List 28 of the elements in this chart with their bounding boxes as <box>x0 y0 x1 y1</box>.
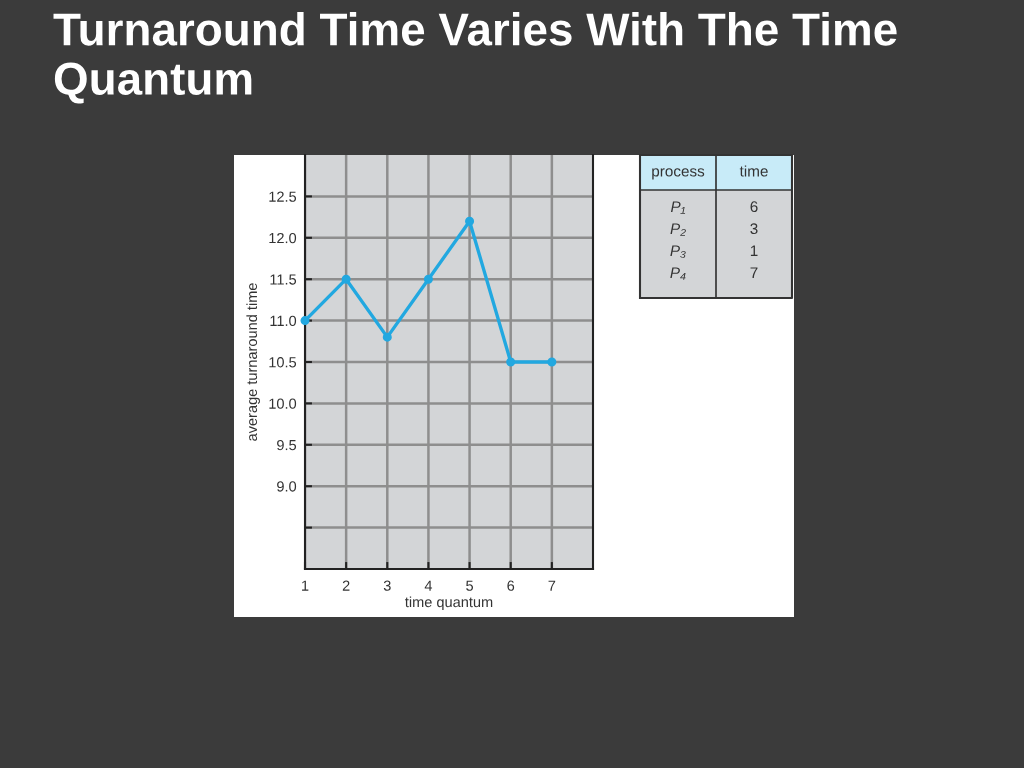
x-tick-label: 1 <box>302 580 309 591</box>
category-label: P₃ <box>670 245 686 258</box>
y-tick-label: 12.0 <box>269 232 297 244</box>
text: process <box>652 168 705 180</box>
y-tick-label: 9.0 <box>277 481 297 492</box>
y-tick-label: 11.5 <box>270 274 297 285</box>
text: time <box>739 165 768 177</box>
data-label: 1 <box>750 245 758 256</box>
x-tick-label: 6 <box>507 580 515 591</box>
x-tick-label: 3 <box>383 580 391 591</box>
y-tick-label: 11.0 <box>270 315 297 327</box>
y-tick-label: 9.5 <box>277 439 297 451</box>
category-label: P₂ <box>670 223 686 236</box>
y-tick-label: 10.5 <box>269 357 297 368</box>
x-axis-title: time quantum <box>405 596 493 611</box>
chart-title: Turnaround Time Varies With The Time Quantum <box>53 12 897 104</box>
data-label: 6 <box>750 201 758 213</box>
data-label: 7 <box>750 267 758 278</box>
y-axis-title: average turnaround time <box>246 283 260 441</box>
y-tick-label: 10.0 <box>269 398 297 409</box>
x-tick-label: 2 <box>342 580 350 591</box>
category-label: P₄ <box>670 267 686 280</box>
category-label: P₁ <box>670 201 686 214</box>
data-label: 3 <box>750 223 758 235</box>
y-tick-label: 12.5 <box>269 191 297 202</box>
x-tick-label: 4 <box>424 580 433 591</box>
x-tick-label: 5 <box>466 580 474 591</box>
x-tick-label: 7 <box>548 580 556 591</box>
